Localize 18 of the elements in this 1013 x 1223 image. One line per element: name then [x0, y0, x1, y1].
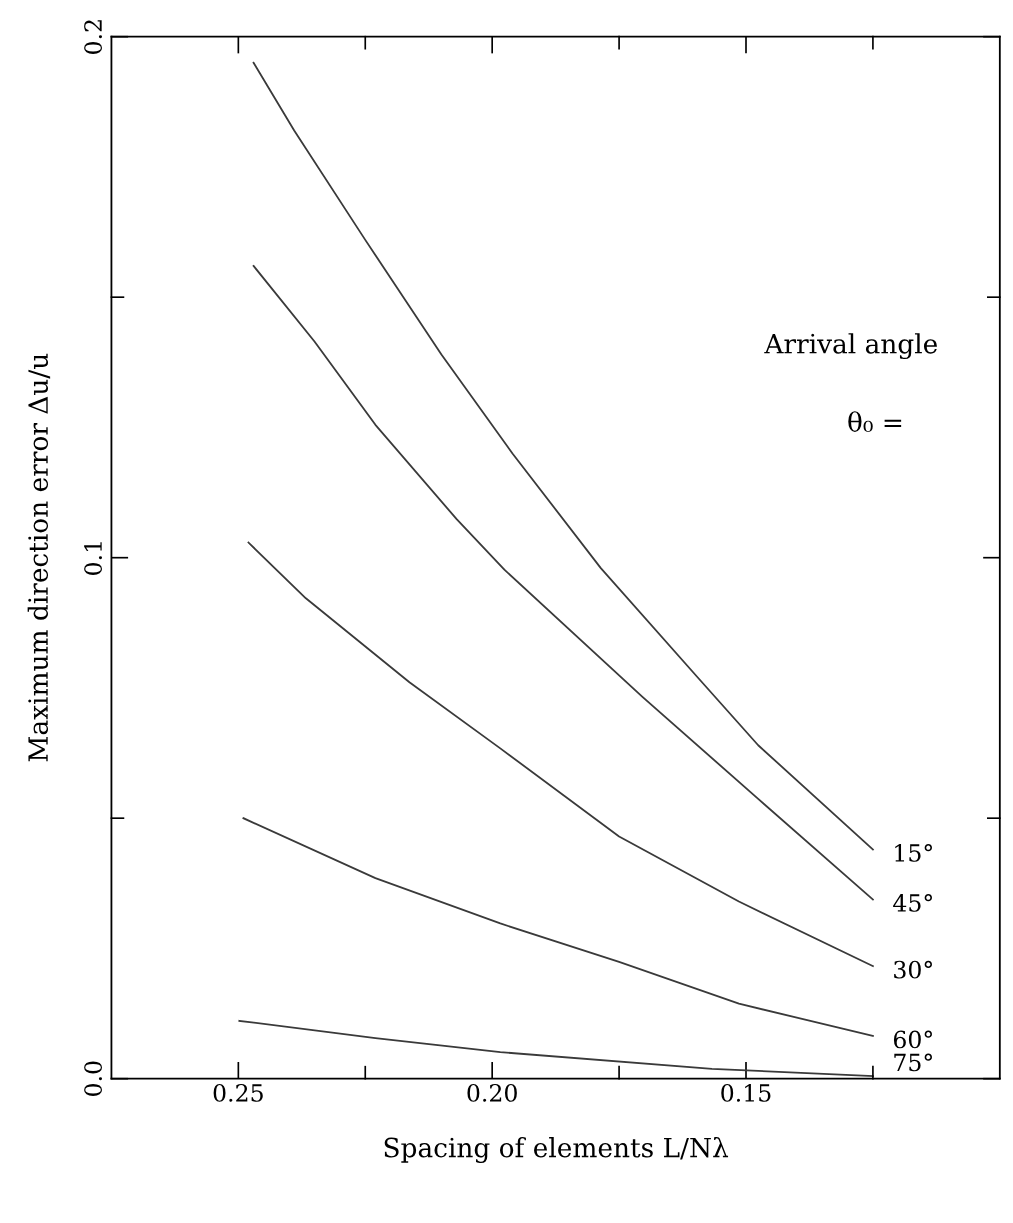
line-series — [238, 1019, 874, 1077]
line-series — [242, 817, 874, 1037]
series-label: 45° — [893, 894, 932, 912]
line-series — [247, 541, 874, 968]
series-label: 30° — [894, 960, 932, 979]
y-axis-title: Maximum direction error Δu/u — [27, 353, 51, 762]
y-tick-label: 0.1 — [84, 542, 102, 575]
y-tick-label: 0.0 — [84, 1061, 102, 1096]
annotation: Arrival angle — [764, 333, 937, 360]
x-tick-label: 0.20 — [467, 1083, 517, 1102]
series-label: 15° — [895, 843, 932, 862]
x-tick-label: 0.25 — [213, 1083, 263, 1102]
x-axis-title: Spacing of elements L/Nλ — [384, 1136, 729, 1164]
y-tick-label: 0.2 — [84, 20, 102, 54]
annotation: θ₀ = — [848, 411, 902, 432]
series-label: 75° — [894, 1053, 932, 1072]
x-tick-label: 0.15 — [721, 1083, 771, 1102]
series-label: 60° — [893, 1030, 932, 1049]
